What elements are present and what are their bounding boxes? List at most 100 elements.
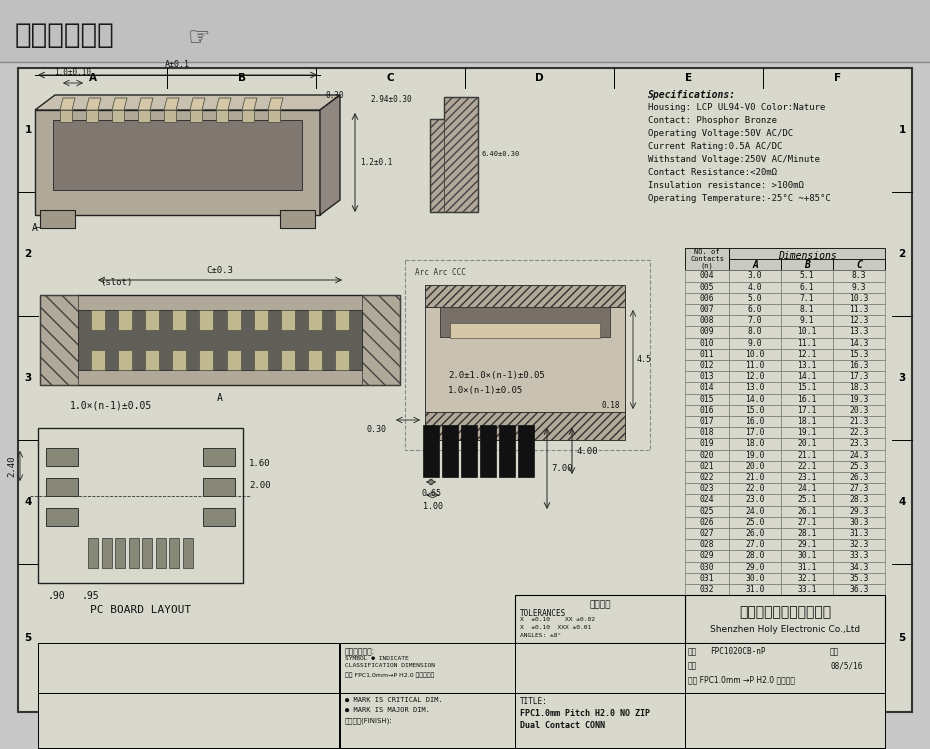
- Bar: [729, 573, 781, 584]
- Bar: [781, 304, 833, 315]
- Bar: [729, 494, 781, 506]
- Text: 8.0: 8.0: [748, 327, 763, 336]
- Bar: [91, 310, 105, 330]
- Bar: [833, 551, 885, 562]
- Text: 16.3: 16.3: [849, 361, 869, 370]
- Text: 021: 021: [699, 462, 714, 471]
- Polygon shape: [112, 98, 127, 110]
- Bar: [254, 310, 268, 330]
- Bar: [729, 427, 781, 438]
- Text: 024: 024: [699, 496, 714, 505]
- Text: 2: 2: [898, 249, 906, 259]
- Text: 4.5: 4.5: [637, 355, 652, 364]
- Bar: [145, 350, 159, 370]
- Text: 在线图纸下载: 在线图纸下载: [15, 21, 114, 49]
- Text: .90: .90: [48, 591, 66, 601]
- Bar: [685, 694, 885, 748]
- Bar: [781, 449, 833, 461]
- Bar: [685, 539, 729, 551]
- Text: 一般公差: 一般公差: [590, 600, 611, 609]
- Text: 16.0: 16.0: [745, 417, 764, 426]
- Text: ANGLES: ±8°: ANGLES: ±8°: [520, 633, 561, 638]
- Text: 18.3: 18.3: [849, 383, 869, 392]
- Text: 023: 023: [699, 485, 714, 494]
- Bar: [442, 425, 458, 477]
- Text: 18.0: 18.0: [745, 440, 764, 449]
- Bar: [781, 551, 833, 562]
- Bar: [461, 425, 477, 477]
- Text: Shenzhen Holy Electronic Co.,Ltd: Shenzhen Holy Electronic Co.,Ltd: [710, 625, 860, 634]
- Bar: [340, 694, 515, 748]
- Text: 10.1: 10.1: [797, 327, 817, 336]
- Text: 11.1: 11.1: [797, 339, 817, 348]
- Bar: [425, 412, 625, 440]
- Text: 026: 026: [699, 518, 714, 527]
- Text: 23.1: 23.1: [797, 473, 817, 482]
- Bar: [781, 438, 833, 449]
- Bar: [480, 425, 496, 477]
- Text: 19.0: 19.0: [745, 451, 764, 460]
- Bar: [781, 539, 833, 551]
- Bar: [729, 304, 781, 315]
- Text: 017: 017: [699, 417, 714, 426]
- Bar: [685, 372, 729, 383]
- Bar: [781, 349, 833, 360]
- Text: 工程: 工程: [688, 647, 698, 656]
- Text: 14.0: 14.0: [745, 395, 764, 404]
- Bar: [833, 427, 885, 438]
- Bar: [362, 295, 400, 385]
- Text: 19.3: 19.3: [849, 395, 869, 404]
- Bar: [405, 260, 650, 450]
- Text: 013: 013: [699, 372, 714, 381]
- Polygon shape: [242, 98, 257, 110]
- Text: 13.3: 13.3: [849, 327, 869, 336]
- Bar: [781, 461, 833, 472]
- Text: E: E: [684, 697, 692, 707]
- Text: NO. of
Contacts
(n): NO. of Contacts (n): [690, 249, 724, 270]
- Text: 25.1: 25.1: [797, 496, 817, 505]
- Bar: [781, 360, 833, 372]
- Text: Insulation resistance: >100mΩ: Insulation resistance: >100mΩ: [648, 181, 804, 190]
- Bar: [38, 748, 339, 749]
- Text: (slot): (slot): [100, 278, 132, 287]
- Text: 32.1: 32.1: [797, 574, 817, 583]
- Bar: [142, 538, 153, 568]
- Text: FPC1020CB-nP: FPC1020CB-nP: [710, 647, 765, 656]
- Bar: [203, 478, 235, 496]
- Text: 32.3: 32.3: [849, 540, 869, 549]
- Text: 31.3: 31.3: [849, 529, 869, 538]
- Bar: [340, 748, 515, 749]
- Text: 6.40±0.30: 6.40±0.30: [481, 151, 519, 157]
- Bar: [216, 110, 228, 122]
- Text: 1.0±0.10: 1.0±0.10: [55, 68, 91, 77]
- Text: 17.1: 17.1: [797, 406, 817, 415]
- Polygon shape: [60, 98, 75, 110]
- Text: 24.3: 24.3: [849, 451, 869, 460]
- Text: 28.1: 28.1: [797, 529, 817, 538]
- Text: 008: 008: [699, 316, 714, 325]
- Bar: [833, 304, 885, 315]
- Text: 6.0: 6.0: [748, 305, 763, 314]
- Text: 34.3: 34.3: [849, 562, 869, 571]
- Text: SYMBOL ● INDICATE: SYMBOL ● INDICATE: [345, 656, 409, 661]
- Text: C: C: [856, 260, 862, 270]
- Text: Dimensions: Dimensions: [777, 251, 836, 261]
- Bar: [268, 110, 280, 122]
- Bar: [515, 643, 685, 694]
- Text: 1.2±0.1: 1.2±0.1: [360, 158, 392, 167]
- Bar: [833, 349, 885, 360]
- Text: 5: 5: [898, 633, 906, 643]
- Text: C: C: [387, 697, 394, 707]
- Text: 1.0×(n-1)±0.05: 1.0×(n-1)±0.05: [448, 386, 524, 395]
- Text: 33.1: 33.1: [797, 585, 817, 594]
- Bar: [118, 350, 132, 370]
- Text: 010: 010: [699, 339, 714, 348]
- Bar: [515, 694, 685, 748]
- Bar: [430, 119, 444, 212]
- Bar: [729, 461, 781, 472]
- Text: 8.3: 8.3: [852, 271, 867, 280]
- Text: E: E: [684, 73, 692, 83]
- Text: 9.1: 9.1: [800, 316, 815, 325]
- Bar: [685, 270, 729, 282]
- Text: Operating Voltage:50V AC/DC: Operating Voltage:50V AC/DC: [648, 129, 793, 138]
